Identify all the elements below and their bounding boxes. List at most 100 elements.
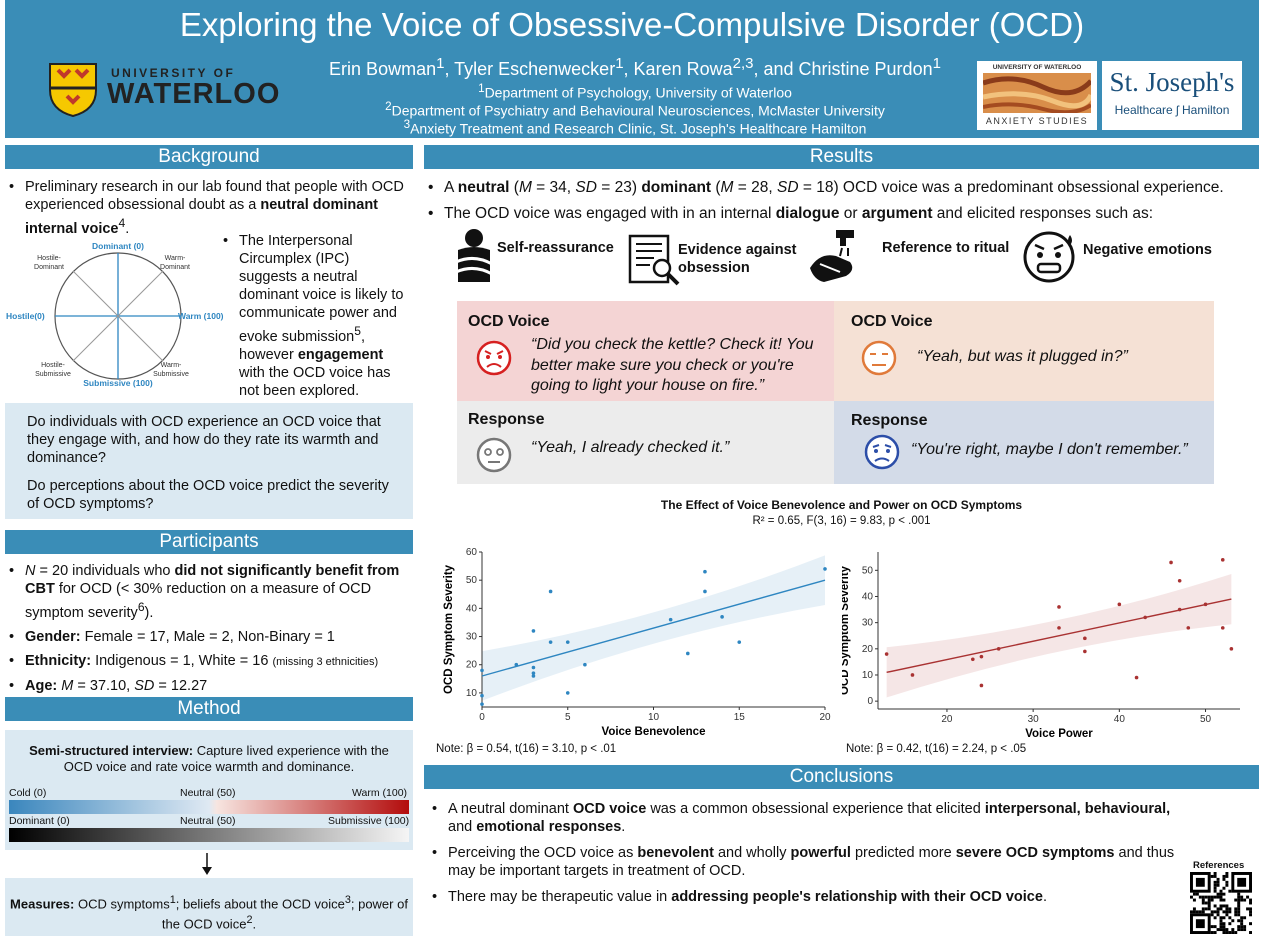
results-heading: Results xyxy=(424,145,1259,169)
qr-module xyxy=(1240,928,1244,932)
qr-module xyxy=(1222,916,1226,920)
qr-module xyxy=(1219,904,1223,908)
qr-module xyxy=(1234,898,1238,902)
uw-logo-line1: UNIVERSITY OF xyxy=(111,66,236,80)
data-point xyxy=(1134,675,1139,680)
qr-module xyxy=(1219,925,1223,929)
data-point xyxy=(565,691,570,695)
affiliation: 1Department of Psychology, University of… xyxy=(478,82,792,101)
hand-washing-icon xyxy=(810,230,854,282)
anxiety-art-icon xyxy=(983,73,1091,113)
data-point xyxy=(480,693,484,698)
participants-bullet: Age: M = 37.10, SD = 12.27 xyxy=(7,677,411,695)
qr-module xyxy=(1225,913,1229,917)
ipc-label-tr: Dominant xyxy=(160,264,190,271)
participants-bullet: Gender: Female = 17, Male = 2, Non-Binar… xyxy=(7,628,411,646)
qr-module xyxy=(1249,913,1252,917)
qr-module xyxy=(1240,922,1244,926)
qr-module xyxy=(1207,898,1211,902)
qr-module xyxy=(1237,919,1241,923)
response-type-label: Negative emotions xyxy=(1083,242,1212,258)
regression-line xyxy=(886,598,1232,674)
qr-module xyxy=(1237,901,1241,905)
qr-module xyxy=(1219,898,1223,902)
qr-module xyxy=(1192,898,1196,902)
y-tick-label: 10 xyxy=(466,688,478,699)
qr-module xyxy=(1219,928,1223,932)
y-tick-label: 20 xyxy=(862,644,874,655)
y-tick-label: 30 xyxy=(466,632,478,643)
scale-label: Cold (0) xyxy=(9,787,47,799)
qr-module xyxy=(1216,910,1220,914)
qr-module xyxy=(1213,925,1217,929)
qr-module xyxy=(1237,907,1241,911)
ipc-label-tr: Warm- xyxy=(165,255,186,262)
y-tick-label: 10 xyxy=(862,670,874,681)
qr-module xyxy=(1201,901,1205,905)
qr-module xyxy=(1225,910,1229,914)
references-qr-code-icon[interactable] xyxy=(1190,872,1252,934)
ipc-circumplex-diagram: Dominant (0) Submissive (100) Hostile(0)… xyxy=(6,241,224,388)
qr-module xyxy=(1225,931,1229,934)
qr-module xyxy=(1201,898,1205,902)
qr-module xyxy=(1222,874,1226,878)
conclusion-bullet: Perceiving the OCD voice as benevolent a… xyxy=(430,844,1190,880)
ipc-label-tl: Dominant xyxy=(34,264,64,271)
data-point xyxy=(1220,626,1225,630)
dialogue-label: OCD Voice xyxy=(468,313,550,330)
qr-module xyxy=(1249,907,1252,911)
qr-module xyxy=(1201,895,1205,899)
qr-module xyxy=(1231,928,1235,932)
qr-module xyxy=(1216,895,1220,899)
uw-logo-line2: WATERLOO xyxy=(107,78,281,110)
qr-module xyxy=(1222,910,1226,914)
y-tick-label: 50 xyxy=(466,575,478,586)
data-point xyxy=(668,617,673,622)
data-point xyxy=(531,674,536,678)
dialogue-quote: Did you check the kettle? Check it! You … xyxy=(531,336,814,394)
qr-module xyxy=(1222,904,1226,908)
data-point xyxy=(480,702,484,706)
qr-module xyxy=(1237,928,1241,932)
angry-face-icon xyxy=(476,340,512,376)
anxious-face-icon xyxy=(1023,231,1075,283)
author-name: Christine Purdon xyxy=(798,59,933,79)
ipc-label-bl: Submissive xyxy=(35,371,71,378)
qr-module xyxy=(1222,922,1226,926)
down-arrow-icon xyxy=(202,853,212,875)
results-bullet: The OCD voice was engaged with in an int… xyxy=(426,204,1256,224)
anxiety-studies-logo: UNIVERSITY OF WATERLOO ANXIETY STUDIES xyxy=(977,61,1097,130)
y-tick-label: 30 xyxy=(862,618,874,629)
qr-module xyxy=(1222,931,1226,934)
x-tick-label: 20 xyxy=(819,712,831,723)
qr-module xyxy=(1237,898,1241,902)
qr-module xyxy=(1213,931,1217,934)
background-bullet: Preliminary research in our lab found th… xyxy=(7,178,407,238)
qr-module xyxy=(1240,916,1244,920)
qr-module xyxy=(1240,895,1244,899)
qr-module xyxy=(1222,928,1226,932)
qr-module xyxy=(1213,895,1217,899)
benevolence-scatter-chart: 0 5 10 15 20 10 20 30 40 50 60 Voice Benevolence OCD… xyxy=(443,547,831,738)
qr-module xyxy=(1225,872,1229,875)
qr-module xyxy=(1201,907,1205,911)
qr-module xyxy=(1210,925,1214,929)
scale-label: Neutral (50) xyxy=(180,787,236,799)
qr-module xyxy=(1204,895,1208,899)
data-point xyxy=(531,629,536,633)
qr-module xyxy=(1240,925,1244,929)
x-tick-label: 0 xyxy=(479,712,485,723)
dominance-scale-bar xyxy=(9,828,409,842)
dialogue-quote: You're right, maybe I don't remember. xyxy=(916,441,1183,458)
y-tick-label: 60 xyxy=(466,547,478,558)
annoyed-face-icon xyxy=(861,340,897,376)
qr-module xyxy=(1219,892,1223,896)
references-label: References xyxy=(1193,860,1245,871)
background-bullets: Preliminary research in our lab found th… xyxy=(7,178,407,244)
author-sup: 1 xyxy=(615,55,624,72)
x-tick-label: 30 xyxy=(1028,714,1040,725)
y-axis-label: OCD Symptom Severity xyxy=(443,564,455,694)
data-point xyxy=(1203,602,1208,607)
author-sup: 2,3 xyxy=(732,55,754,72)
data-point xyxy=(531,671,536,675)
